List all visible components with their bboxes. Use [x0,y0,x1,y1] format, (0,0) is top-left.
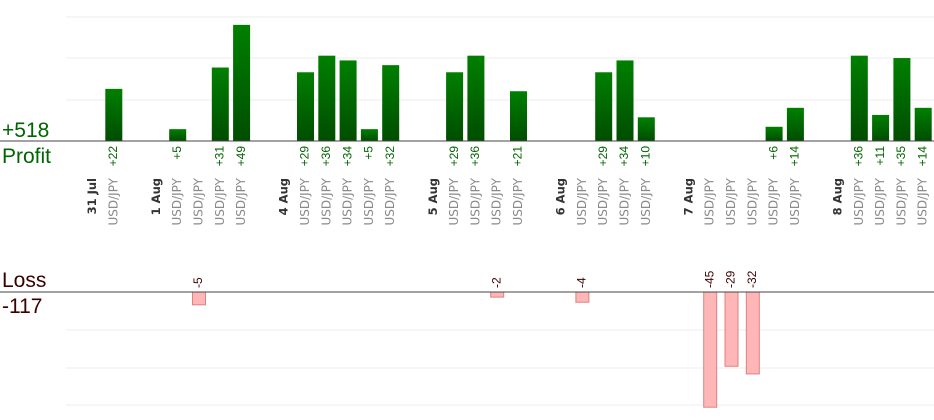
loss-total: -117 [2,295,42,318]
profit-value-label: +14 [788,146,802,167]
trade-instrument-label: USD/JPY [468,177,482,225]
profit-bar [360,129,378,141]
profit-value-label: +22 [106,146,120,167]
loss-bar [192,291,206,306]
loss-value-label: -29 [724,270,738,288]
profit-value-label: +29 [447,146,461,167]
date-label: 8 Aug [831,178,845,215]
date-label: 31 Jul [85,178,99,214]
profit-value-label: +5 [362,146,376,160]
loss-value-label: -45 [702,270,716,288]
gridlines [66,16,934,406]
profit-value-label: +32 [383,146,397,167]
loss-bar [703,291,718,408]
profit-value-label: +35 [894,146,908,167]
category-labels: 31 Jul USD/JPY 1 Aug USD/JPY USD/JPY USD/JPY U… [85,177,930,225]
value-labels: +22 +5 -5 +31 +49 +29 +36 +34 +5 +32 +29 +36 -2 +21 -4… [106,146,929,288]
profit-bar [233,24,251,141]
profit-bars [105,24,932,141]
profit-bar [382,65,400,141]
trade-instrument-label: USD/JPY [788,177,802,225]
profit-bar [850,55,868,141]
profit-value-label: +21 [511,146,525,167]
profit-bar [893,58,911,141]
loss-value-label: -4 [575,277,589,288]
trade-instrument-label: USD/JPY [298,177,312,225]
trade-instrument-label: USD/JPY [852,177,866,225]
loss-label: Loss [2,269,46,292]
profit-value-label: +34 [340,146,354,167]
trade-instrument-label: USD/JPY [745,177,759,225]
trade-instrument-label: USD/JPY [341,177,355,225]
loss-bar [490,291,505,298]
profit-bar [637,117,655,141]
profit-value-label: +10 [638,146,652,167]
trade-instrument-label: USD/JPY [724,177,738,225]
trade-instrument-label: USD/JPY [234,177,248,225]
profit-value-label: +49 [234,146,248,167]
profit-bar [446,72,464,141]
profit-value-label: +31 [212,146,226,167]
profit-value-label: +6 [766,146,780,160]
trade-instrument-label: USD/JPY [703,177,717,225]
trade-instrument-label: USD/JPY [213,177,227,225]
profit-bar [786,107,804,141]
loss-bars [192,291,760,408]
trade-instrument-label: USD/JPY [767,177,781,225]
trade-instrument-label: USD/JPY [511,177,525,225]
date-label: 4 Aug [277,178,291,215]
trade-instrument-label: USD/JPY [106,177,120,225]
date-label: 7 Aug [681,178,695,215]
date-label: 1 Aug [149,178,163,215]
loss-value-label: -2 [489,277,503,288]
profit-value-label: +34 [617,146,631,167]
profit-bar [595,72,613,141]
profit-bar [169,129,187,141]
profit-value-label: +14 [915,146,929,167]
loss-bar [575,291,590,303]
loss-bar [724,291,739,367]
profit-bar [510,91,527,141]
profit-bar [616,60,634,141]
profit-bar [339,60,357,141]
profit-bar [467,55,485,141]
trade-instrument-label: USD/JPY [170,177,184,225]
trade-instrument-label: USD/JPY [596,177,610,225]
profit-value-label: +36 [851,146,865,167]
loss-value-label: -5 [191,277,205,288]
profit-total: +518 [2,119,49,142]
profit-value-label: +36 [319,146,333,167]
trade-instrument-label: USD/JPY [319,177,333,225]
date-label: 6 Aug [554,178,568,215]
profit-value-label: +5 [170,146,184,160]
trade-instrument-label: USD/JPY [192,177,206,225]
trade-instrument-label: USD/JPY [618,177,632,225]
profit-bar [105,88,123,141]
trade-instrument-label: USD/JPY [575,177,589,225]
trade-instrument-label: USD/JPY [447,177,461,225]
trade-instrument-label: USD/JPY [383,177,397,225]
trade-instrument-label: USD/JPY [639,177,653,225]
profit-value-label: +11 [873,146,887,166]
trade-instrument-label: USD/JPY [916,177,930,225]
date-label: 5 Aug [426,178,440,215]
profit-bar [297,72,314,141]
profit-bar [872,114,890,141]
profit-value-label: +29 [298,146,312,167]
profit-label: Profit [2,145,51,168]
profit-bar [211,67,229,141]
loss-value-label: -32 [745,270,759,288]
profit-value-label: +36 [468,146,482,167]
loss-bar [745,291,760,375]
profit-bar [318,55,336,141]
profit-value-label: +29 [596,146,610,167]
trade-instrument-label: USD/JPY [362,177,376,225]
trade-instrument-label: USD/JPY [490,177,504,225]
trade-instrument-label: USD/JPY [894,177,908,225]
trade-instrument-label: USD/JPY [873,177,887,225]
profit-bar [765,126,783,141]
profit-bar [914,107,932,141]
